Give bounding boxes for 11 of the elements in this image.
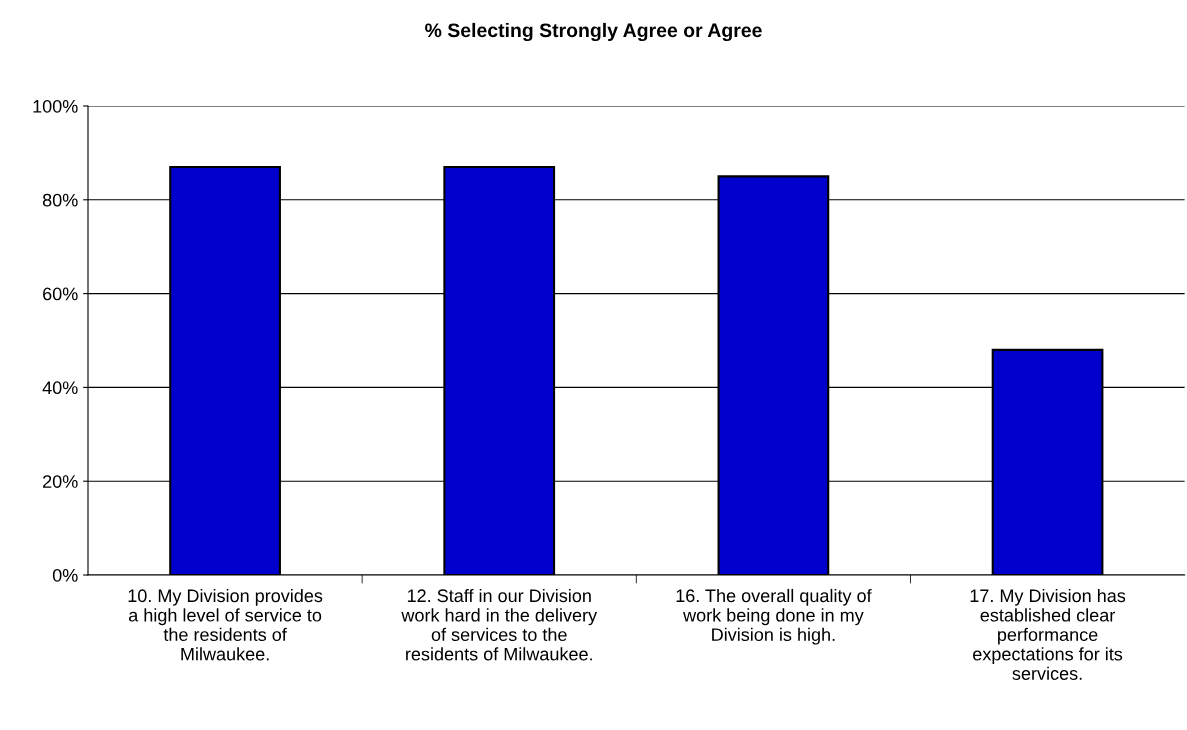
x-tick-label: 17. My Division has established clear performance expectations for its services.	[970, 588, 1126, 680]
y-tick-label: 60%	[43, 287, 78, 301]
y-tick-label: 40%	[42, 381, 78, 395]
y-tick-label: 0%	[52, 568, 78, 582]
chart-title: % Selecting Strongly Agree or Agree	[425, 22, 762, 42]
y-tick-label: 20%	[43, 475, 78, 488]
y-tick-label: 80%	[42, 193, 78, 207]
x-tick-label: 12. Staff in our Division work hard in the delivery of services to the residents of Milwaukee.	[401, 588, 598, 661]
x-tick-label: 10. My Division provides a high level of service to the residents of Milwaukee.	[128, 588, 323, 661]
x-tick-label: 16. The overall quality of work being done in my Division is high.	[676, 588, 872, 645]
y-tick-label: 100%	[33, 99, 78, 113]
